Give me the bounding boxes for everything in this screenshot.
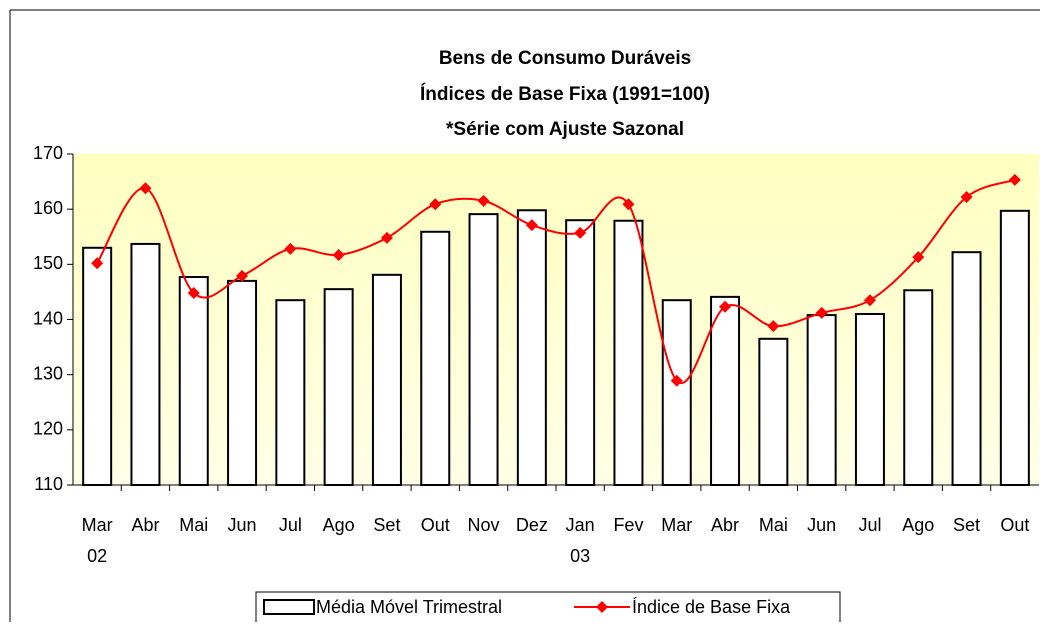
bar — [758, 337, 789, 486]
marker — [380, 231, 393, 244]
plot-area — [73, 154, 1039, 485]
bar — [178, 276, 209, 486]
y-tick-label: 120 — [33, 419, 63, 439]
marker — [284, 242, 297, 255]
marker — [332, 248, 345, 261]
marker — [622, 198, 635, 211]
marker — [1008, 173, 1021, 186]
chart-title: Bens de Consumo Duráveis — [439, 48, 691, 69]
marker — [815, 306, 828, 319]
y-tick-label: 150 — [33, 253, 63, 273]
x-tick-label: Abr — [711, 515, 739, 535]
chart-note: *Série com Ajuste Sazonal — [446, 119, 684, 140]
bar — [565, 219, 596, 486]
marker — [525, 219, 538, 232]
bar — [130, 242, 161, 486]
x-tick-label: Abr — [131, 515, 159, 535]
marker — [912, 251, 925, 264]
x-tick-label: Jun — [807, 515, 836, 535]
marker — [236, 269, 249, 282]
bar — [275, 299, 306, 487]
y-tick-label: 170 — [33, 143, 63, 163]
x-tick-label: Jan — [566, 515, 595, 535]
marker — [477, 194, 490, 207]
marker — [429, 198, 442, 211]
legend-swatch — [263, 599, 315, 615]
x-tick-label: Jul — [279, 515, 302, 535]
marker — [670, 374, 683, 387]
x-tick-label: Mai — [759, 515, 788, 535]
x-tick-label: Nov — [468, 515, 500, 535]
marker — [719, 300, 732, 313]
legend-label: Índice de Base Fixa — [632, 597, 791, 617]
x-tick-label: Ago — [902, 515, 934, 535]
x-tick-label: Mar — [82, 515, 113, 535]
bar — [661, 299, 692, 487]
bar — [227, 279, 258, 486]
x-tick-label: Ago — [323, 515, 355, 535]
x-tick-label: Out — [421, 515, 450, 535]
x-year-label: 02 — [87, 546, 107, 566]
bar — [999, 209, 1030, 487]
x-tick-label: Set — [953, 515, 980, 535]
marker — [574, 226, 587, 239]
marker — [767, 320, 780, 333]
y-tick-label: 130 — [33, 363, 63, 383]
marker — [187, 287, 200, 300]
marker — [960, 191, 973, 204]
legend-label: Média Móvel Trimestral — [316, 597, 502, 617]
bar — [806, 314, 837, 486]
bar — [420, 230, 451, 486]
bar — [951, 251, 982, 486]
legend-marker — [596, 601, 608, 613]
bar — [710, 295, 741, 486]
x-year-label: 03 — [570, 546, 590, 566]
legend — [255, 591, 841, 625]
x-tick-label: Dez — [516, 515, 548, 535]
marker — [863, 294, 876, 307]
y-tick-label: 110 — [34, 474, 63, 494]
marker — [91, 257, 104, 270]
marker — [139, 182, 152, 195]
bar — [613, 219, 644, 486]
x-tick-label: Fev — [613, 515, 643, 535]
y-tick-label: 160 — [33, 198, 63, 218]
bar — [468, 213, 499, 487]
x-tick-label: Jul — [858, 515, 881, 535]
bar — [854, 312, 885, 486]
x-tick-label: Out — [1000, 515, 1029, 535]
y-tick-label: 140 — [33, 308, 63, 328]
bar — [516, 209, 547, 487]
x-tick-label: Set — [373, 515, 400, 535]
bar — [903, 289, 934, 486]
bar — [82, 246, 113, 486]
x-tick-label: Mar — [661, 515, 692, 535]
x-tick-label: Jun — [228, 515, 257, 535]
chart-subtitle: Índices de Base Fixa (1991=100) — [420, 83, 710, 105]
x-tick-label: Mai — [179, 515, 208, 535]
bar — [371, 273, 402, 486]
bar — [323, 288, 354, 486]
